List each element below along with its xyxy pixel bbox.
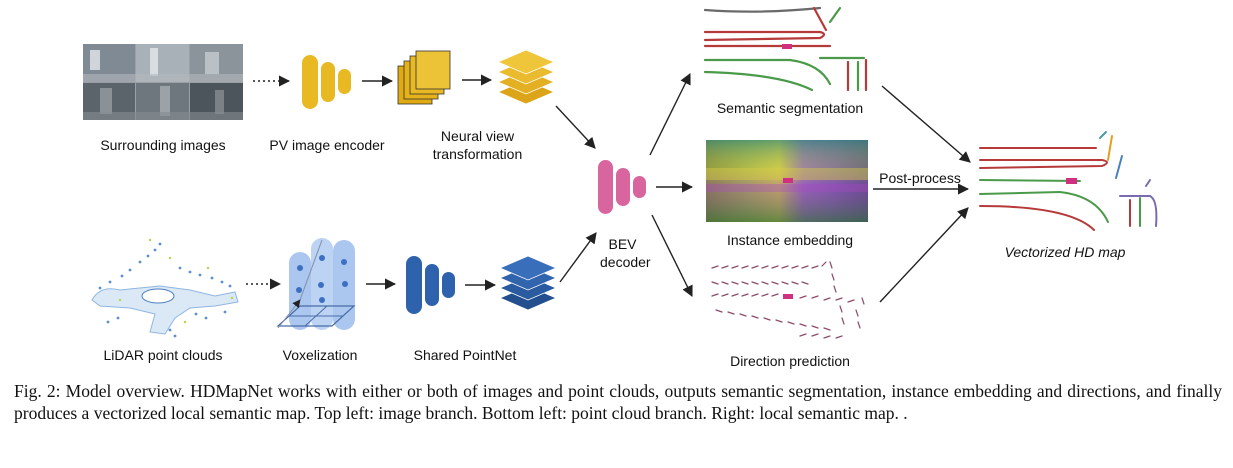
label-surrounding-images: Surrounding images — [100, 137, 226, 153]
model-overview-diagram — [83, 6, 1158, 339]
arrow-semantic-to-vectorized — [881, 85, 971, 163]
instance-embedding-map — [706, 140, 868, 222]
figure-caption: Fig. 2: Model overview. HDMapNet works w… — [14, 381, 1222, 423]
surrounding-images-thumbnail — [83, 44, 243, 120]
arrow-decoder-to-semantic — [649, 72, 691, 156]
direction-prediction-map — [711, 261, 865, 339]
label-lidar-point-clouds: LiDAR point clouds — [103, 347, 223, 363]
arrow-lidar-features-to-bev-decoder — [559, 232, 597, 283]
arrow-image-features-to-bev-decoder — [555, 105, 596, 149]
arrow-direction-to-vectorized — [879, 207, 969, 303]
pv-image-encoder-icon — [302, 55, 351, 109]
label-instance-embedding: Instance embedding — [726, 232, 854, 248]
lidar-point-cloud-thumbnail — [91, 238, 239, 338]
bev-decoder-icon — [598, 160, 646, 214]
arrow-decoder-to-direction — [651, 214, 693, 298]
label-voxelization: Voxelization — [282, 347, 358, 363]
label-neural-view-transformation: Neural view transformation — [432, 128, 523, 162]
label-bev-decoder: BEV decoder — [600, 236, 651, 270]
label-direction-prediction: Direction prediction — [730, 353, 850, 369]
neural-view-transformation-icon — [397, 50, 451, 105]
label-vectorized-hd-map: Vectorized HD map — [1004, 244, 1126, 260]
label-shared-pointnet: Shared PointNet — [413, 347, 517, 363]
label-post-process: Post-process — [879, 170, 961, 186]
shared-pointnet-icon — [406, 256, 455, 314]
voxelization-icon — [276, 238, 356, 330]
lidar-bev-feature-stack-icon — [498, 255, 558, 311]
image-bev-feature-stack-icon — [496, 49, 556, 105]
label-pv-image-encoder: PV image encoder — [269, 137, 385, 153]
semantic-segmentation-map — [703, 6, 868, 92]
vectorized-hd-map — [979, 131, 1158, 231]
label-semantic-segmentation: Semantic segmentation — [716, 100, 864, 116]
